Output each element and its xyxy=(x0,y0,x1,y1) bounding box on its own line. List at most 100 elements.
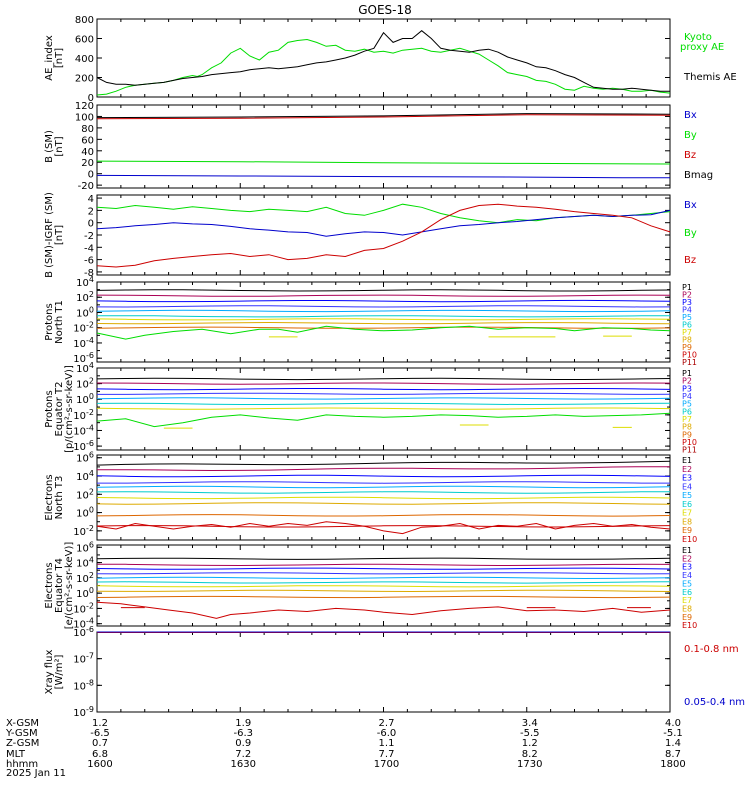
y-tick-label: 120 xyxy=(75,101,94,112)
legend-p2: P2 xyxy=(682,377,692,386)
y-tick-label: -20 xyxy=(78,181,94,192)
series-p8 xyxy=(96,321,671,325)
legend-e6: E6 xyxy=(682,500,692,509)
y-tick-label: 106 xyxy=(76,540,94,554)
legend-e2: E2 xyxy=(682,465,692,474)
series-bmag xyxy=(96,113,671,119)
x-axis-value: 4.0 xyxy=(665,718,681,729)
series-e2 xyxy=(96,466,670,472)
legend-e8: E8 xyxy=(682,604,692,613)
legend-entry: proxy AE xyxy=(680,42,724,53)
y-tick-label: 10-6 xyxy=(73,439,94,453)
legend-entry: Bz xyxy=(684,255,696,266)
legend-e2: E2 xyxy=(682,554,692,563)
y-tick-label: 10-2 xyxy=(73,601,94,615)
y-tick-label: 100 xyxy=(76,586,94,600)
x-axis-value: 1730 xyxy=(517,759,542,770)
y-tick-label: 800 xyxy=(75,15,94,26)
y-tick-label: 102 xyxy=(76,487,94,501)
series-p2 xyxy=(96,382,671,385)
legend-e3: E3 xyxy=(682,474,692,483)
legend-e10: E10 xyxy=(682,621,697,630)
legend-p6: P6 xyxy=(682,320,692,329)
series-e3 xyxy=(96,567,671,570)
panel-eequator xyxy=(96,544,671,627)
y-tick-label: 0 xyxy=(88,219,94,230)
y-axis-label: B (SM) xyxy=(44,130,55,163)
series-p1 xyxy=(96,377,671,381)
x-axis-value: 1700 xyxy=(374,759,399,770)
series-noisy-channel xyxy=(96,412,671,428)
panel-frame xyxy=(96,18,671,98)
series-themis-ae xyxy=(96,30,670,92)
x-axis-value: -6.5 xyxy=(90,728,110,739)
series-e3 xyxy=(96,474,671,478)
legend-e8: E8 xyxy=(682,517,692,526)
y-tick-label: 100 xyxy=(76,506,94,520)
y-tick-label: 10-9 xyxy=(73,705,94,719)
series-e8 xyxy=(96,589,671,593)
y-tick-label: 10-6 xyxy=(73,625,94,639)
series-p6 xyxy=(96,315,671,318)
y-tick-label: 104 xyxy=(76,361,94,375)
legend-p11: P11 xyxy=(682,446,697,455)
y-axis-label: Protons xyxy=(44,390,55,427)
series-e8 xyxy=(96,502,671,505)
legend-p9: P9 xyxy=(682,343,692,352)
x-axis-value: 1.2 xyxy=(522,738,538,749)
x-axis-value: 1.4 xyxy=(665,738,681,749)
y-tick-label: 102 xyxy=(76,571,94,585)
series-p6 xyxy=(96,402,671,406)
series-e5 xyxy=(96,576,671,580)
y-axis-label: B (SM)-IGRF (SM) xyxy=(44,192,55,278)
x-axis-row-label: X-GSM xyxy=(6,718,39,729)
series-e2 xyxy=(97,563,671,567)
legend-entry: Bx xyxy=(684,200,697,211)
y-tick-label: 100 xyxy=(75,112,94,123)
y-tick-label: 106 xyxy=(76,451,94,465)
legend-entry: Bmag xyxy=(684,170,713,181)
panel-ae xyxy=(96,18,671,98)
legend-p7: P7 xyxy=(682,415,692,424)
legend-e1: E1 xyxy=(682,456,692,465)
y-tick-label: -4 xyxy=(84,243,94,254)
y-tick-label: 10-8 xyxy=(73,678,94,692)
series-p9 xyxy=(96,326,671,329)
series-p3 xyxy=(96,387,671,391)
series-p2 xyxy=(96,294,671,297)
legend-e9: E9 xyxy=(682,526,692,535)
y-tick-label: 80 xyxy=(81,124,94,135)
legend-p4: P4 xyxy=(682,392,692,401)
y-tick-label: 10-2 xyxy=(73,524,94,538)
legend-p9: P9 xyxy=(682,430,692,439)
x-axis-value: 3.4 xyxy=(522,718,538,729)
series-e10 xyxy=(96,525,671,528)
panel-frame xyxy=(96,631,671,713)
x-axis-value: 1.2 xyxy=(92,718,108,729)
y-tick-label: 10-4 xyxy=(73,617,94,631)
y-tick-label: -2 xyxy=(84,231,94,242)
y-axis-label: Equator T4 xyxy=(54,558,65,613)
series-noisy-channel xyxy=(96,521,671,535)
y-tick-label: 10-6 xyxy=(73,351,94,365)
x-axis-row-label: Y-GSM xyxy=(5,728,38,739)
series-e4 xyxy=(96,572,671,575)
series-by xyxy=(96,203,671,224)
panel-bdiff xyxy=(96,194,671,276)
x-axis-value: 8.2 xyxy=(522,749,538,760)
series-kyoto-proxy-ae xyxy=(96,38,671,96)
legend-e10: E10 xyxy=(682,535,697,544)
x-axis-value: -6.0 xyxy=(377,728,397,739)
y-tick-label: 400 xyxy=(75,54,94,65)
legend-p7: P7 xyxy=(682,328,692,337)
y-tick-label: 0 xyxy=(88,170,94,181)
y-axis-label: [nT] xyxy=(54,48,65,68)
y-tick-label: 10-2 xyxy=(73,408,94,422)
y-axis-label: [p/(cm²-s-sr-keV)] xyxy=(64,365,75,453)
x-axis-row-label: hhmm xyxy=(6,759,38,770)
y-axis-label: [e/(cm²-s-sr-keV)] xyxy=(64,542,75,630)
y-tick-label: 200 xyxy=(75,74,94,85)
series-e6 xyxy=(96,581,671,584)
series-bz xyxy=(96,203,671,268)
